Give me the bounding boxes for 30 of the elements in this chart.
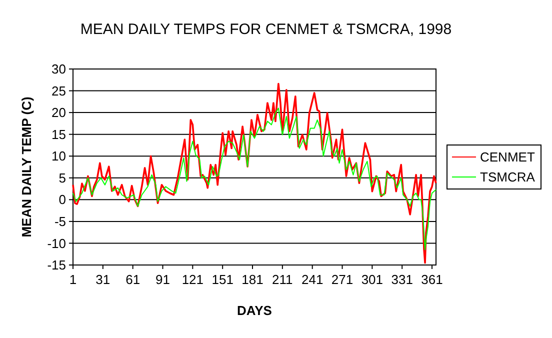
legend-label: TSMCRA: [480, 170, 536, 185]
chart-title: MEAN DAILY TEMPS FOR CENMET & TSMCRA, 1998: [80, 21, 452, 38]
x-axis-title: DAYS: [237, 303, 272, 318]
line-series: [72, 108, 436, 250]
y-tick-label: 15: [52, 126, 66, 142]
x-tick-label: 1: [69, 272, 77, 287]
y-axis-title: MEAN DAILY TEMP (C): [19, 96, 34, 238]
legend-label: CENMET: [480, 150, 535, 165]
x-tick-label: 121: [182, 272, 204, 287]
x-tick-label: 271: [331, 272, 354, 287]
y-tick-label: 10: [52, 148, 66, 164]
x-tick-label: 361: [421, 272, 443, 287]
x-tick-label: 151: [212, 272, 234, 287]
x-tick-label: 241: [301, 272, 324, 287]
x-tick-label: 331: [391, 272, 413, 287]
line-series: [72, 82, 437, 264]
y-tick-label: 5: [58, 170, 66, 186]
y-tick-label: -10: [47, 236, 66, 251]
x-tick-label: 31: [96, 272, 110, 287]
x-tick-label: 61: [126, 272, 140, 287]
x-tick-label: 181: [242, 272, 264, 287]
y-tick-label: -5: [54, 214, 66, 229]
y-tick-label: -15: [47, 258, 66, 273]
x-tick-label: 301: [361, 272, 384, 287]
y-tick-label: 25: [52, 83, 66, 98]
y-tick-label: 30: [52, 62, 66, 77]
y-tick-label: 20: [52, 105, 66, 120]
x-tick-label: 211: [272, 272, 293, 287]
x-tick-label: 91: [156, 272, 170, 287]
y-tick-label: 0: [58, 192, 66, 208]
